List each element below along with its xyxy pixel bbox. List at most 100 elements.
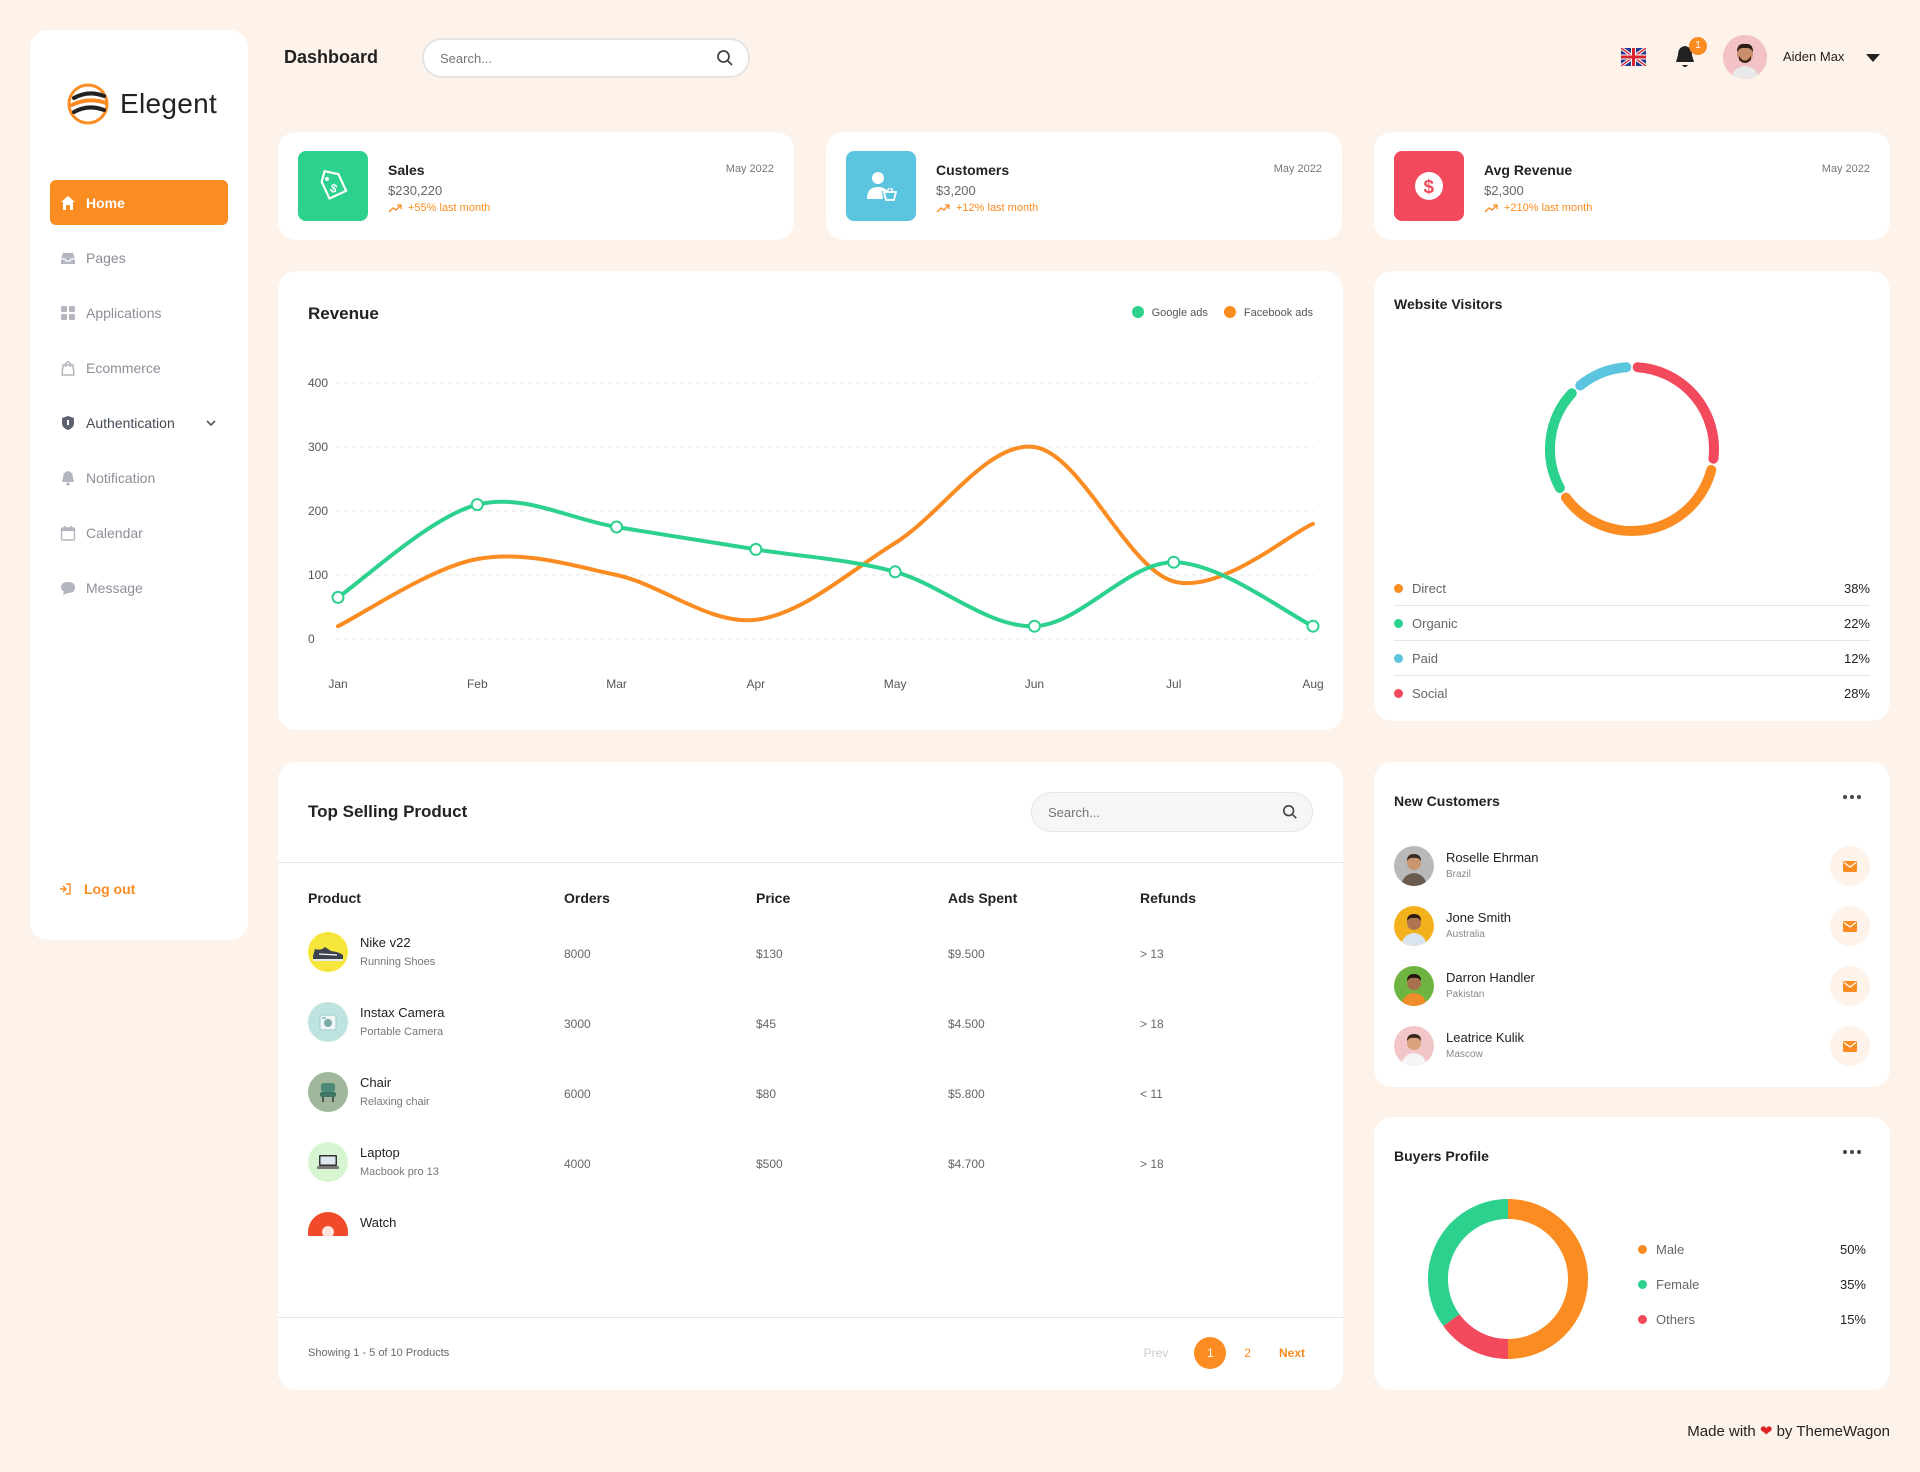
data-point xyxy=(888,565,902,579)
user-name[interactable]: Aiden Max xyxy=(1783,49,1845,64)
bell-icon xyxy=(62,470,74,486)
person-avatar-icon xyxy=(1401,914,1427,946)
customer-item[interactable]: Jone Smith Australia xyxy=(1394,906,1870,952)
chevron-down-icon[interactable] xyxy=(204,416,218,430)
stat-title: Sales xyxy=(388,162,425,178)
product-subtitle: Relaxing chair xyxy=(360,1096,430,1108)
sidebar-item-pages[interactable]: Pages xyxy=(50,235,228,280)
legend-value: 22% xyxy=(1843,615,1870,631)
legend-label: Paid xyxy=(1412,650,1439,666)
chart-legend: Google ads Facebook ads xyxy=(1131,306,1313,319)
dollar-coin-icon: $ xyxy=(1415,172,1443,200)
customer-name: Darron Handler xyxy=(1446,970,1535,985)
y-tick-label: 300 xyxy=(308,440,328,454)
logout-button[interactable]: Log out xyxy=(58,881,135,897)
y-tick-label: 400 xyxy=(308,376,328,390)
heart-icon: ❤ xyxy=(1759,1423,1773,1440)
message-button[interactable] xyxy=(1830,846,1870,886)
uk-flag-icon[interactable] xyxy=(1621,48,1646,66)
sidebar-item-ecommerce[interactable]: Ecommerce xyxy=(50,345,228,390)
legend-label: Male xyxy=(1656,1242,1685,1257)
top-selling-card: Top Selling Product Product Orders Price… xyxy=(278,762,1343,1390)
column-header-product[interactable]: Product xyxy=(308,890,361,906)
stat-date: May 2022 xyxy=(725,163,774,175)
ads-spent-cell: $5.800 xyxy=(948,1087,985,1101)
card-title: New Customers xyxy=(1394,793,1500,809)
sidebar-item-label: Message xyxy=(86,579,143,596)
avatar xyxy=(1394,906,1434,946)
column-header-refunds[interactable]: Refunds xyxy=(1140,890,1196,906)
legend-label: Google ads xyxy=(1151,307,1208,319)
search-input[interactable] xyxy=(440,50,716,66)
sidebar-item-authentication[interactable]: Authentication xyxy=(50,400,228,445)
footer-suffix[interactable]: by ThemeWagon xyxy=(1776,1423,1890,1440)
stat-title: Customers xyxy=(936,162,1010,178)
logo-icon xyxy=(67,83,109,125)
y-tick-label: 100 xyxy=(308,568,328,582)
customer-item[interactable]: Leatrice Kulik Mascow xyxy=(1394,1026,1870,1072)
shoe-icon xyxy=(313,947,343,961)
legend-value: 50% xyxy=(1839,1242,1866,1257)
sidebar-item-home[interactable]: Home xyxy=(50,180,228,225)
more-options-icon[interactable] xyxy=(1842,1147,1862,1157)
next-page-button[interactable]: Next xyxy=(1278,1346,1305,1360)
search-icon[interactable] xyxy=(716,49,734,67)
legend-label: Female xyxy=(1656,1277,1700,1292)
stat-card-customers: Customers $3,200 +12% last month May 202… xyxy=(826,132,1342,240)
stat-change: +210% last month xyxy=(1484,202,1592,214)
sidebar-item-applications[interactable]: Applications xyxy=(50,290,228,335)
sidebar-item-message[interactable]: Message xyxy=(50,565,228,610)
laptop-icon xyxy=(317,1155,339,1169)
search-icon[interactable] xyxy=(1282,804,1298,820)
user-avatar-icon xyxy=(1723,35,1767,79)
customer-item[interactable]: Roselle Ehrman Brazil xyxy=(1394,846,1870,892)
avatar[interactable] xyxy=(1723,35,1767,79)
watch-icon xyxy=(322,1226,334,1236)
caret-down-icon[interactable] xyxy=(1865,53,1881,63)
x-tick-label: Jan xyxy=(328,677,347,691)
legend-dot xyxy=(1638,1280,1647,1289)
prev-page-button[interactable]: Prev xyxy=(1143,1346,1169,1360)
ads-spent-cell: $9.500 xyxy=(948,947,985,961)
slice-others xyxy=(1443,1313,1509,1359)
legend-row-male: Male 50% xyxy=(1638,1232,1866,1267)
brand-logo[interactable]: Elegent xyxy=(66,82,217,126)
message-button[interactable] xyxy=(1830,906,1870,946)
legend-item-facebook[interactable]: Facebook ads xyxy=(1223,306,1313,319)
mail-icon xyxy=(1843,920,1857,932)
table-row[interactable]: Laptop Macbook pro 13 4000 $500 $4.700 >… xyxy=(278,1142,1343,1212)
sidebar-item-calendar[interactable]: Calendar xyxy=(50,510,228,555)
camera-icon xyxy=(319,1014,337,1031)
column-header-ads-spent[interactable]: Ads Spent xyxy=(948,890,1018,906)
data-point xyxy=(470,498,484,512)
customer-location: Mascow xyxy=(1446,1049,1483,1060)
legend-value: 35% xyxy=(1839,1277,1866,1292)
message-button[interactable] xyxy=(1830,1026,1870,1066)
column-header-price[interactable]: Price xyxy=(756,890,791,906)
more-options-icon[interactable] xyxy=(1842,792,1862,802)
table-search-input[interactable] xyxy=(1048,804,1282,820)
home-icon xyxy=(61,195,75,210)
data-point xyxy=(1167,555,1181,569)
table-row[interactable]: Watch xyxy=(278,1212,1343,1236)
page-2-button[interactable]: 2 xyxy=(1244,1346,1251,1360)
page-1-button[interactable]: 1 xyxy=(1194,1337,1227,1369)
legend-item-google[interactable]: Google ads xyxy=(1131,306,1208,319)
table-row[interactable]: Instax Camera Portable Camera 3000 $45 $… xyxy=(278,1002,1343,1072)
customer-name: Roselle Ehrman xyxy=(1446,850,1539,865)
message-button[interactable] xyxy=(1830,966,1870,1006)
ads-spent-cell: $4.500 xyxy=(948,1017,985,1031)
customer-basket-icon xyxy=(867,172,898,201)
table-row[interactable]: Chair Relaxing chair 6000 $80 $5.800 < 1… xyxy=(278,1072,1343,1142)
legend-value: 12% xyxy=(1843,650,1870,666)
customer-item[interactable]: Darron Handler Pakistan xyxy=(1394,966,1870,1012)
table-row[interactable]: Nike v22 Running Shoes 8000 $130 $9.500 … xyxy=(278,932,1343,1002)
product-thumb xyxy=(308,1142,348,1182)
legend-dot xyxy=(1638,1315,1647,1324)
column-header-orders[interactable]: Orders xyxy=(564,890,610,906)
inbox-icon xyxy=(61,252,75,264)
slice-direct xyxy=(1560,464,1717,536)
sidebar-item-notification[interactable]: Notification xyxy=(50,455,228,500)
legend-label: Facebook ads xyxy=(1243,307,1313,319)
chair-icon xyxy=(320,1083,336,1102)
